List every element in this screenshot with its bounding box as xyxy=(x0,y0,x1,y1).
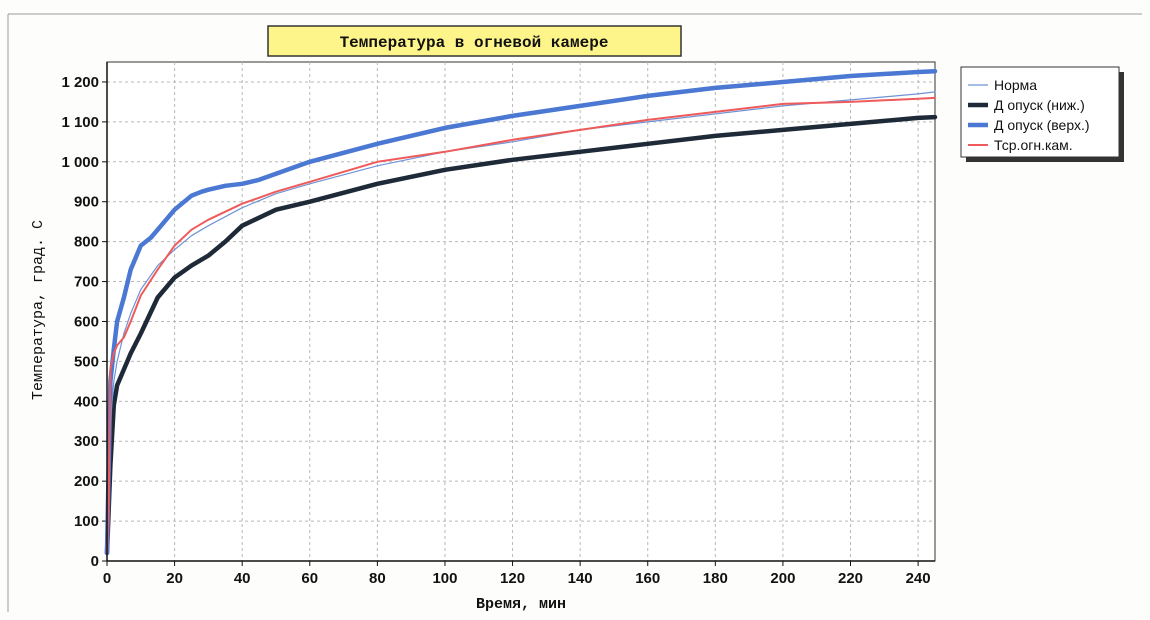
x-tick-label: 120 xyxy=(500,570,525,587)
x-tick-label: 80 xyxy=(369,570,386,587)
grid xyxy=(107,62,935,561)
series-lines xyxy=(104,68,938,556)
x-tick-label: 60 xyxy=(301,570,318,587)
legend-label: Д опуск (ниж.) xyxy=(994,97,1085,113)
x-tick-label: 180 xyxy=(703,570,728,587)
y-tick-label: 400 xyxy=(74,393,99,410)
y-tick-label: 700 xyxy=(74,274,99,291)
legend: Норма Д опуск (ниж.) Д опуск (верх.) Тср.ог… xyxy=(960,66,1124,162)
y-axis-label: Температура, град. C xyxy=(30,220,47,400)
y-tick-label: 1 100 xyxy=(61,114,99,131)
series-line-1 xyxy=(104,114,938,556)
series-line-3 xyxy=(106,96,936,554)
x-axis-label: Время, мин xyxy=(476,596,566,613)
plot-area xyxy=(106,61,936,562)
legend-items: Норма Д опуск (ниж.) Д опуск (верх.) Тср.ог… xyxy=(968,77,1090,153)
legend-box xyxy=(960,66,1120,158)
x-tick-label: 40 xyxy=(234,570,251,587)
y-tick-label: 900 xyxy=(74,194,99,211)
x-tick-label: 200 xyxy=(770,570,795,587)
y-tick-label: 300 xyxy=(74,433,99,450)
chart-title-box: Температура в огневой камере xyxy=(267,25,682,57)
x-tick-label: 100 xyxy=(432,570,457,587)
legend-label: Норма xyxy=(994,77,1037,93)
chart-title: Температура в огневой камере xyxy=(340,34,609,52)
series-line-2 xyxy=(104,68,938,556)
x-tick-label: 140 xyxy=(568,570,593,587)
legend-label: Тср.огн.кам. xyxy=(994,137,1073,153)
y-tick-label: 0 xyxy=(91,553,99,570)
x-tick-label: 160 xyxy=(635,570,660,587)
x-tick-label: 220 xyxy=(838,570,863,587)
y-tick-label: 200 xyxy=(74,473,99,490)
legend-label: Д опуск (верх.) xyxy=(994,117,1090,133)
y-tick-label: 600 xyxy=(74,313,99,330)
x-tick-label: 240 xyxy=(906,570,931,587)
x-tick-label: 20 xyxy=(166,570,183,587)
y-tick-label: 1 000 xyxy=(61,154,99,171)
y-tick-label: 100 xyxy=(74,513,99,530)
y-tick-label: 800 xyxy=(74,234,99,251)
y-tick-label: 1 200 xyxy=(61,74,99,91)
y-tick-label: 500 xyxy=(74,353,99,370)
x-tick-label: 0 xyxy=(103,570,111,587)
axis-ticks: 0 20 40 60 80 100 120 140 160 180 200 220 240 0 100 200… xyxy=(61,74,930,587)
